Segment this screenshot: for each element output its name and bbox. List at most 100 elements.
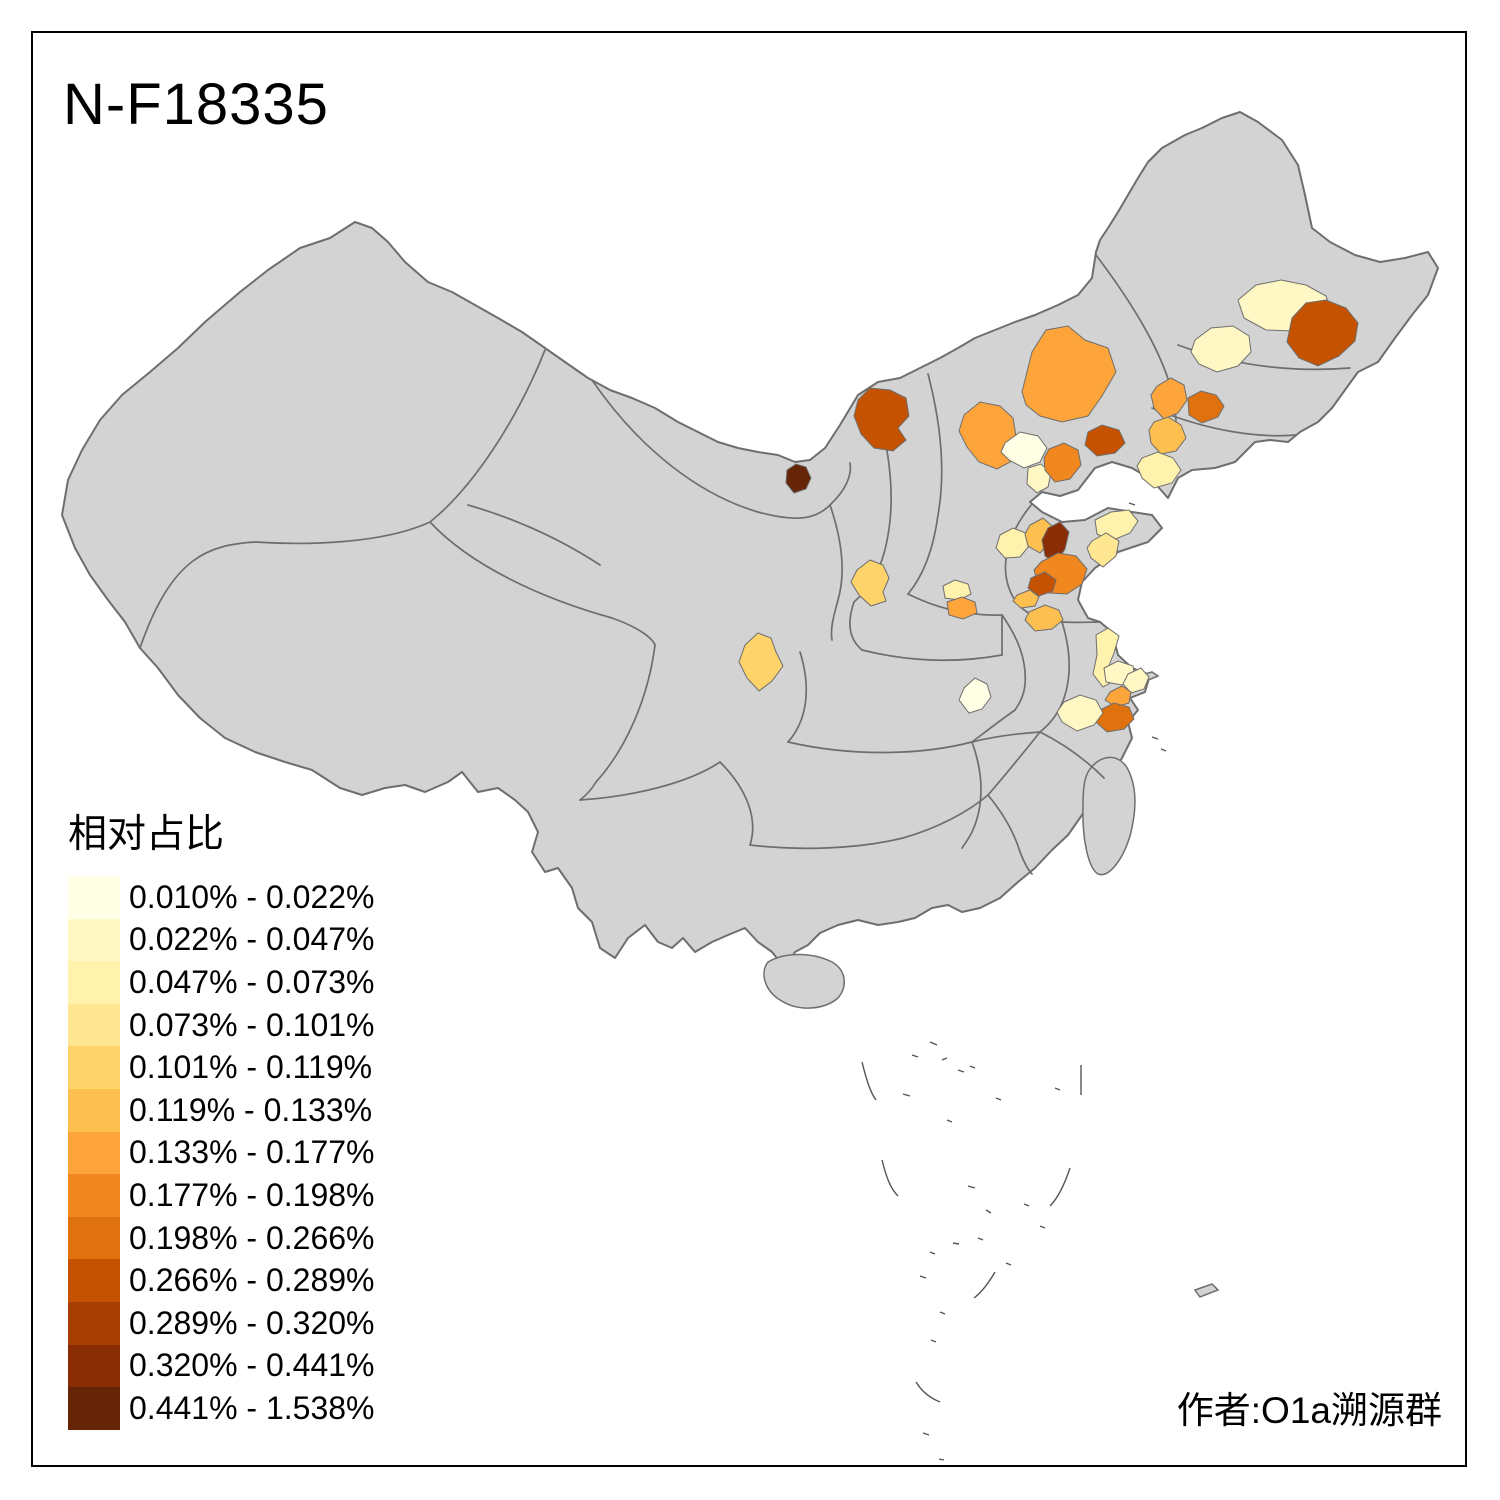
map-region-r02: [853, 387, 910, 452]
legend-item: 0.133% - 0.177%: [68, 1131, 375, 1175]
province-border: [139, 349, 546, 649]
legend-title: 相对占比: [68, 813, 225, 856]
map-region-r33: [1104, 685, 1132, 708]
province-border: [467, 504, 601, 566]
legend-label: 0.073% - 0.101%: [129, 1006, 375, 1043]
map-region-r24: [1024, 604, 1064, 632]
legend-swatch: [68, 1088, 120, 1132]
map-region-r01: [1021, 325, 1117, 423]
legend-label: 0.101% - 0.119%: [129, 1049, 373, 1086]
legend-item: 0.073% - 0.101%: [68, 1003, 375, 1047]
island-taiwan: [1082, 756, 1136, 876]
province-border: [961, 741, 982, 849]
map-region-r22: [1027, 571, 1057, 597]
legend-label: 0.177% - 0.198%: [129, 1176, 375, 1213]
map-region-r27: [946, 596, 978, 620]
legend-label: 0.198% - 0.266%: [129, 1219, 375, 1256]
legend-item: 0.119% - 0.133%: [68, 1088, 375, 1132]
reef-mark: [1160, 748, 1167, 752]
reef-mark: [1128, 502, 1136, 506]
legend-swatch: [68, 1387, 120, 1430]
reef-mark: [977, 1237, 984, 1241]
legend-swatch: [68, 918, 120, 962]
province-border: [907, 373, 943, 595]
reef-mark: [861, 1061, 877, 1101]
reef-mark: [941, 1057, 948, 1061]
province-border: [861, 649, 1003, 662]
reef-mark: [911, 1054, 919, 1058]
legend-label: 0.289% - 0.320%: [129, 1304, 375, 1341]
legend-item: 0.047% - 0.073%: [68, 961, 375, 1004]
map-region-r10: [1187, 390, 1225, 424]
legend-item: 0.441% - 1.538%: [68, 1387, 375, 1430]
province-border: [787, 731, 1041, 754]
reef-mark: [881, 1159, 899, 1197]
reef-mark: [973, 1271, 996, 1299]
map-region-r15: [1286, 299, 1359, 367]
reef-mark: [902, 1093, 911, 1097]
reef-mark: [929, 1041, 938, 1046]
legend-item: 0.266% - 0.289%: [68, 1259, 375, 1302]
legend-label: 0.320% - 0.441%: [129, 1347, 375, 1384]
reef-mark: [985, 1209, 992, 1214]
legend-swatch: [68, 876, 120, 919]
map-region-r05: [1000, 431, 1048, 469]
province-border: [987, 794, 1033, 875]
reef-mark: [919, 1275, 927, 1279]
map-region-r34: [1095, 702, 1135, 733]
reef-mark: [929, 1251, 936, 1255]
legend-label: 0.047% - 0.073%: [129, 963, 375, 1000]
legend-item: 0.010% - 0.022%: [68, 876, 375, 919]
reef-mark: [995, 1097, 1002, 1101]
province-border: [787, 651, 807, 743]
map-region-r06: [1026, 463, 1052, 494]
map-region-r29: [958, 677, 992, 714]
map-region-r13: [1190, 325, 1252, 373]
map-region-r23: [1012, 589, 1040, 609]
map-region-r26: [942, 579, 972, 601]
province-border: [579, 644, 656, 801]
legend-item: 0.320% - 0.441%: [68, 1344, 375, 1388]
legend-swatch: [68, 1131, 120, 1175]
legend-item: 0.289% - 0.320%: [68, 1301, 375, 1345]
legend-swatch: [68, 1216, 120, 1260]
map-region-r35: [1056, 694, 1104, 732]
map-region-r07: [1043, 442, 1082, 483]
country-outline: [61, 111, 1439, 969]
legend-label: 0.119% - 0.133%: [129, 1091, 373, 1128]
reef-mark: [938, 1458, 945, 1461]
legend-label: 0.022% - 0.047%: [129, 921, 375, 958]
province-border: [829, 504, 843, 641]
reef-mark: [1151, 736, 1159, 740]
page-title: N-F18335: [63, 72, 329, 137]
reef-mark: [1005, 1262, 1012, 1266]
island-paracel-islet: [1193, 1283, 1220, 1298]
legend-swatch: [68, 1344, 120, 1388]
province-border: [971, 709, 1016, 743]
map-region-r08: [1084, 424, 1126, 457]
legend-swatch: [68, 961, 120, 1004]
province-border: [429, 521, 656, 646]
attribution-text: 作者:O1a溯源群: [1176, 1390, 1442, 1431]
legend-label: 0.010% - 0.022%: [129, 878, 375, 915]
island-hainan: [763, 953, 845, 1009]
province-border: [719, 761, 754, 846]
reef-mark: [915, 1381, 941, 1403]
legend-swatch: [68, 1174, 120, 1217]
reef-mark: [967, 1185, 976, 1189]
map-region-r11: [1148, 416, 1187, 455]
map-region-r20: [1086, 532, 1120, 568]
reef-mark: [1054, 1087, 1061, 1091]
reef-mark: [930, 1339, 937, 1343]
legend-swatch: [68, 1259, 120, 1302]
map-region-r09: [1150, 377, 1188, 420]
legend-swatch: [68, 1046, 120, 1089]
reef-mark: [1023, 1203, 1030, 1207]
reef-mark: [922, 1432, 930, 1436]
legend-label: 0.266% - 0.289%: [129, 1262, 375, 1299]
legend: 相对占比 0.010% - 0.022% 0.022% - 0.047% 0.047…: [68, 812, 375, 1430]
legend-swatch: [68, 1301, 120, 1345]
reef-mark: [946, 1119, 953, 1123]
map-region-r32: [1122, 667, 1150, 694]
